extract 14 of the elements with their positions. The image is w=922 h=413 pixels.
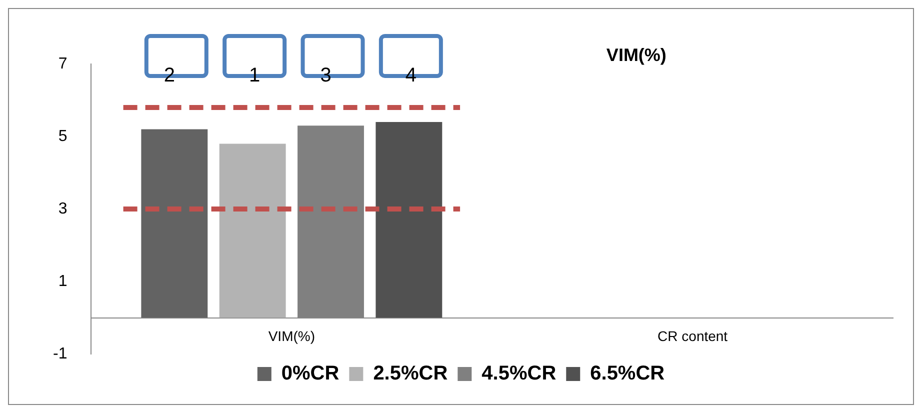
y-tick-label: 5 (58, 128, 68, 145)
bar (219, 144, 286, 318)
y-tick-label: 1 (58, 272, 68, 290)
x-tick-label: CR content (658, 328, 728, 344)
y-tick-label: 7 (58, 55, 68, 72)
legend-label: 2.5%CR (373, 362, 448, 385)
legend-label: 0%CR (281, 362, 340, 385)
legend-label: 6.5%CR (590, 362, 666, 385)
y-tick-label: 3 (58, 200, 68, 218)
y-tick-label: -1 (52, 345, 68, 362)
chart-title: VIM(%) (606, 44, 666, 65)
bar (141, 129, 208, 318)
bar (376, 122, 442, 318)
legend-label: 4.5%CR (482, 362, 557, 385)
